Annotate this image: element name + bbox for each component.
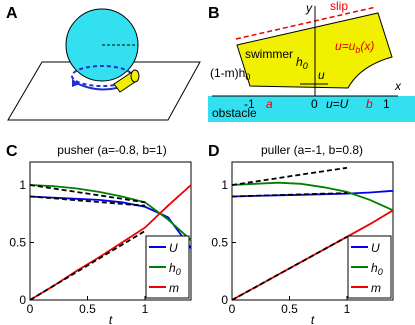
tick: 1 [383,97,390,111]
text: 0 [245,72,250,82]
legend-label: m [169,281,179,295]
x-label: x [394,79,402,93]
text: m [169,281,179,295]
x-tick-label: 1 [142,302,149,316]
legend-label: U [169,241,178,255]
u-label: u [318,68,325,82]
arrow-head [72,79,80,87]
legend-label: h0 [169,261,181,277]
obstacle-label: obstacle [212,106,257,120]
series-line [29,184,192,301]
plane [7,61,201,121]
h0-label: h0 [296,55,308,71]
x-tick-label: 0 [27,302,34,316]
swimmer-label: swimmer [245,47,293,61]
x-tick-label: 0 [229,302,236,316]
series-line [29,230,146,301]
series-line [29,195,146,207]
text: b [355,45,360,55]
text: 0 [176,267,181,277]
text: 0 [378,267,383,277]
series-line [231,192,348,198]
tick: b [366,97,373,111]
x-tick-label: 1 [344,302,351,316]
panel-label: A [6,5,18,22]
ub-label: u=ub(x) [335,39,374,55]
series-line [29,184,192,241]
x-tick-label: 0.5 [79,302,96,316]
x-tick-label: 0.5 [281,302,298,316]
panel-label: C [6,143,18,160]
plot-frame [29,161,192,301]
plot-frame [231,161,394,301]
y-tick-label: 0.5 [211,236,228,250]
text: h [371,261,378,275]
series-line [231,166,348,186]
y-label: y [305,1,313,15]
gap-label: (1-m)h0 [210,66,250,82]
y-tick-label: 0 [19,293,26,307]
chart-title: pusher (a=-0.8, b=1) [57,143,166,157]
obstacle [208,96,415,122]
panel-label: B [208,5,220,22]
tick: -1 [244,97,255,111]
y-tick-label: 0.5 [9,236,26,250]
y-tick-label: 1 [19,178,26,192]
y-tick-label: 0 [221,293,228,307]
text: U [169,241,178,255]
text: (x) [360,39,374,53]
x-axis-label: t [109,313,113,325]
y-tick-label: 1 [221,178,228,192]
series-line [231,236,348,301]
series-line [231,181,394,212]
tick: a [266,97,273,111]
text: U [371,241,380,255]
legend-label: h0 [371,261,383,277]
text: h [169,261,176,275]
series-line [29,184,146,204]
cylinder-end [130,69,140,83]
legend-label: U [371,241,380,255]
text: h [296,55,303,69]
chart-title: puller (a=-1, b=0.8) [261,143,363,157]
text: u=u [335,39,356,53]
legend-label: m [371,281,381,295]
slip-label: slip [330,0,348,13]
x-axis-label: t [311,313,315,325]
text: m [371,281,381,295]
text: 0 [303,61,308,71]
tick: 0 [311,97,318,111]
panel-label: D [208,143,220,160]
text: (1-m)h [210,66,245,80]
tick: u=U [326,97,349,111]
